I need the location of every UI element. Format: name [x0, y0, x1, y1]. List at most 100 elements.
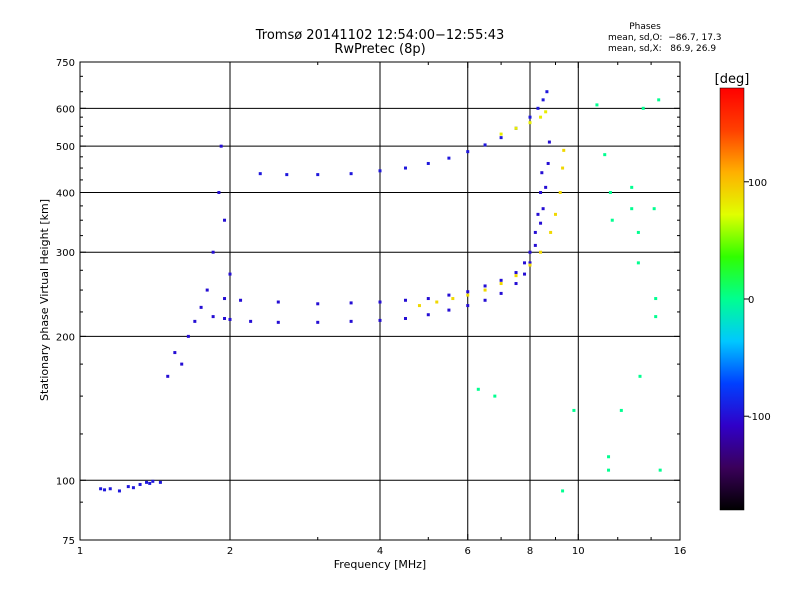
y-tick-label: 750	[56, 58, 75, 69]
colorbar-tick-label: 100	[748, 178, 767, 189]
echo-point	[652, 207, 656, 211]
echo-point	[228, 272, 232, 276]
echo-point	[378, 318, 382, 322]
x-tick-label: 6	[465, 546, 471, 557]
echo-point	[349, 172, 353, 176]
echo-point	[499, 278, 503, 282]
echo-point	[539, 115, 543, 119]
colorbar-tick-label: 0	[748, 295, 754, 306]
echo-point	[117, 489, 121, 493]
echo-point	[528, 115, 532, 119]
chart-subtitle: RwPretec (8p)	[334, 42, 426, 57]
echo-point	[158, 480, 162, 484]
echo-point	[131, 486, 135, 490]
echo-point	[536, 106, 540, 110]
echo-point	[533, 230, 537, 234]
echo-point	[180, 362, 184, 366]
echo-point	[417, 304, 421, 308]
echo-point	[476, 387, 480, 391]
x-tick-label: 2	[227, 546, 233, 557]
echo-point	[249, 319, 253, 323]
echo-point	[403, 298, 407, 302]
echo-point	[544, 185, 548, 189]
echo-point	[595, 103, 599, 107]
echo-point	[523, 272, 527, 276]
echo-point	[514, 282, 518, 286]
x-tick-label: 8	[527, 546, 533, 557]
echo-point	[145, 480, 149, 484]
echo-point	[138, 482, 142, 486]
echo-point	[193, 319, 197, 323]
echo-point	[608, 190, 612, 194]
echo-point	[523, 261, 527, 265]
echo-point	[528, 250, 532, 254]
echo-point	[223, 218, 227, 222]
echo-point	[539, 221, 543, 225]
echo-point	[654, 297, 658, 301]
echo-point	[435, 300, 439, 304]
echo-point	[447, 293, 451, 297]
echo-point	[447, 156, 451, 160]
echo-point	[539, 190, 543, 194]
echo-point	[483, 288, 487, 292]
echo-point	[349, 319, 353, 323]
echo-point	[636, 230, 640, 234]
echo-point	[607, 455, 611, 459]
echo-point	[378, 300, 382, 304]
phase-stats-heading: Phases	[629, 22, 661, 32]
echo-point	[533, 243, 537, 247]
echo-point	[285, 173, 289, 177]
echo-point	[316, 173, 320, 177]
echo-point	[205, 288, 209, 292]
echo-point	[426, 297, 430, 301]
echo-point	[151, 479, 155, 483]
echo-point	[514, 271, 518, 275]
echo-point	[514, 126, 518, 130]
y-tick-label: 100	[56, 476, 75, 487]
grid-lines	[80, 62, 680, 540]
echo-point	[483, 284, 487, 288]
echo-point	[657, 98, 661, 102]
echo-point	[211, 250, 215, 254]
echo-point	[641, 106, 645, 110]
y-tick-label: 600	[56, 104, 75, 115]
colorbar-label: [deg]	[715, 72, 750, 87]
phase-colorbar: [deg] 100 0 -100	[715, 72, 771, 511]
echo-point	[403, 316, 407, 320]
echo-point	[166, 374, 170, 378]
y-tick-label: 75	[62, 536, 75, 547]
echo-point	[316, 320, 320, 324]
echo-point	[466, 290, 470, 294]
echo-point	[103, 488, 107, 492]
echo-point	[499, 132, 503, 136]
echo-point	[514, 274, 518, 278]
y-tick-label: 400	[56, 188, 75, 199]
echo-point	[378, 169, 382, 173]
echo-point	[466, 304, 470, 308]
x-tick-label: 10	[572, 546, 585, 557]
echo-point	[199, 305, 203, 309]
echo-point	[528, 121, 532, 125]
colorbar-tick-label: -100	[748, 412, 771, 423]
echo-point	[451, 297, 455, 301]
phase-stats-x-mode: mean, sd,X: 86.9, 26.9	[608, 44, 717, 54]
phase-stats-o-mode: mean, sd,O: −86.7, 17.3	[608, 33, 722, 43]
y-tick-label: 500	[56, 142, 75, 153]
echo-point	[173, 351, 177, 355]
echo-point	[610, 218, 614, 222]
echo-point	[636, 261, 640, 265]
echo-point	[499, 282, 503, 286]
echo-point	[603, 153, 607, 157]
echo-point	[528, 261, 532, 265]
echo-point	[447, 308, 451, 312]
echo-point	[403, 166, 407, 170]
echo-point	[549, 230, 553, 234]
echo-point	[572, 408, 576, 412]
echo-point	[547, 140, 551, 144]
echo-point	[561, 489, 565, 493]
echo-point	[493, 394, 497, 398]
echo-point	[553, 212, 557, 216]
echo-points	[99, 90, 662, 493]
echo-point	[483, 298, 487, 302]
